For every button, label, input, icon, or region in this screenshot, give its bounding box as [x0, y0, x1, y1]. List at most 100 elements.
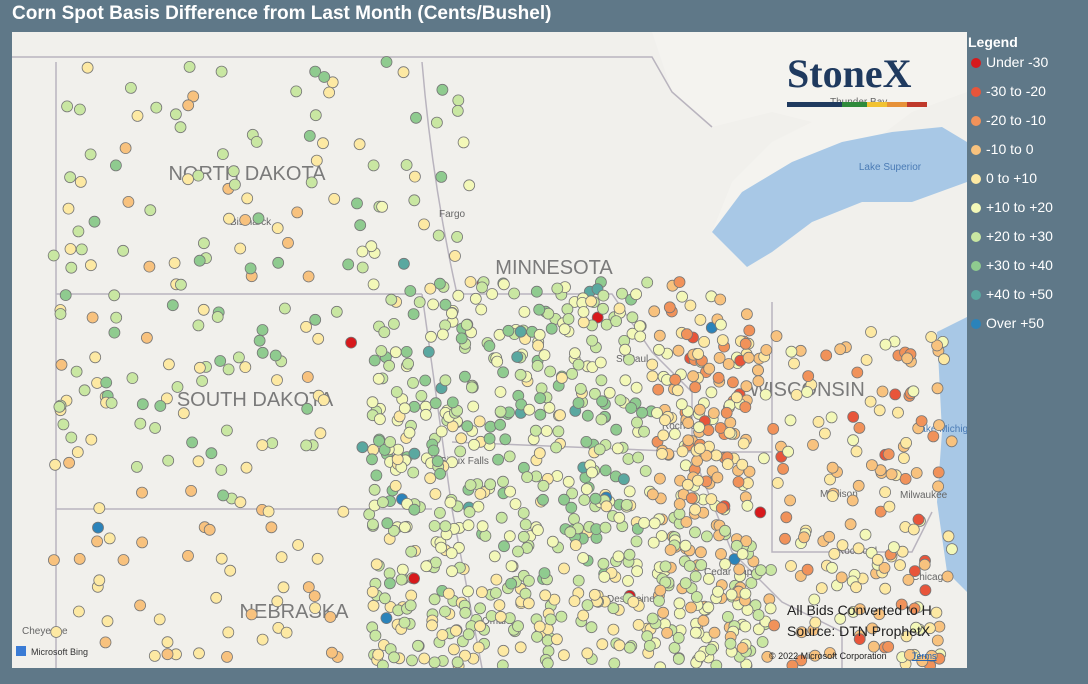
- bid-dot: [565, 501, 578, 514]
- bid-dot: [177, 407, 190, 420]
- bid-dot: [256, 346, 269, 359]
- legend-item: Over +50: [968, 315, 1053, 344]
- bid-dot: [408, 170, 421, 183]
- bid-dot: [784, 414, 797, 427]
- bid-dot: [882, 640, 895, 653]
- bid-dot: [577, 552, 589, 564]
- bid-dot: [764, 602, 777, 615]
- bid-dot: [366, 453, 378, 466]
- bid-dot: [262, 505, 275, 518]
- bid-dot: [577, 306, 590, 318]
- bid-dot: [556, 371, 568, 384]
- bid-dot: [558, 649, 570, 662]
- bid-dot: [581, 599, 594, 611]
- bid-dot: [467, 400, 480, 413]
- bid-dot: [435, 541, 448, 554]
- bid-dot: [372, 648, 385, 661]
- bid-dot: [134, 599, 147, 612]
- bid-dot: [739, 620, 752, 633]
- bid-dot: [643, 640, 656, 652]
- bid-dot: [499, 433, 512, 446]
- bid-dot: [469, 292, 482, 305]
- bid-dot: [689, 526, 701, 539]
- bid-dot: [473, 415, 486, 428]
- bid-dot: [543, 401, 556, 414]
- bid-dot: [305, 176, 318, 189]
- bid-dot: [809, 649, 821, 662]
- title: Corn Spot Basis Difference from Last Mon…: [12, 3, 552, 24]
- bid-dot: [646, 370, 659, 383]
- bid-dot: [690, 591, 703, 603]
- bid-dot: [459, 606, 472, 619]
- bid-dot: [720, 406, 733, 419]
- bid-dot: [752, 609, 765, 621]
- bid-dot: [425, 330, 437, 343]
- bid-dot: [653, 329, 666, 342]
- bid-dot: [610, 315, 622, 328]
- bid-dot: [317, 394, 330, 407]
- bid-dot: [424, 282, 437, 295]
- bid-dot: [366, 396, 379, 409]
- bid-dot: [904, 649, 916, 661]
- bid-dot: [743, 465, 756, 478]
- bid-dot: [492, 453, 505, 466]
- bid-dot: [389, 346, 402, 359]
- bid-dot: [367, 278, 380, 291]
- bid-dot: [555, 610, 568, 623]
- legend-item: Under -30: [968, 54, 1053, 83]
- legend-swatch: [971, 232, 981, 242]
- bid-dot: [736, 642, 749, 654]
- bid-dot: [161, 648, 174, 661]
- bid-dot: [784, 494, 796, 507]
- bid-dot: [676, 445, 689, 458]
- bid-dot: [505, 560, 518, 572]
- map: NORTH DAKOTA MINNESOTA SOUTH DAKOTA WISC…: [12, 32, 967, 668]
- bid-dot: [648, 305, 661, 318]
- bid-dot: [785, 560, 797, 572]
- bid-dot: [703, 573, 715, 585]
- bid-dot: [561, 303, 574, 316]
- bid-dot: [824, 473, 836, 486]
- bid-dot: [544, 613, 557, 626]
- bid-dot: [390, 386, 403, 398]
- bid-dot: [594, 356, 607, 369]
- legend-swatch: [971, 87, 981, 97]
- bid-dot: [596, 638, 609, 651]
- bid-dot: [144, 204, 157, 217]
- bid-dot: [888, 541, 900, 553]
- bid-dot: [707, 407, 720, 420]
- bid-dot: [408, 194, 421, 207]
- bid-dot: [131, 460, 143, 473]
- bid-dot: [685, 492, 698, 505]
- bid-dot: [419, 408, 432, 421]
- bid-dot: [885, 468, 898, 481]
- bid-dot: [479, 529, 492, 542]
- bid-dot: [654, 584, 667, 597]
- bid-dot: [589, 387, 601, 400]
- terms-link[interactable]: Terms: [912, 651, 937, 661]
- bid-dot: [531, 630, 543, 643]
- bid-dot: [377, 659, 389, 668]
- bid-dot: [619, 343, 631, 356]
- bid-dot: [122, 195, 135, 208]
- bid-dot: [932, 466, 945, 479]
- bid-dot: [162, 454, 175, 467]
- bid-dot: [508, 287, 521, 300]
- bid-dot: [544, 365, 556, 378]
- bid-dot: [580, 483, 593, 496]
- bid-dot: [311, 552, 324, 565]
- bid-dot: [351, 197, 363, 210]
- bid-dot: [86, 311, 99, 324]
- bid-dot: [166, 299, 179, 312]
- bid-dot: [375, 345, 388, 357]
- bid-dot: [613, 511, 626, 524]
- bid-dot: [462, 585, 474, 598]
- bid-dot: [598, 571, 611, 583]
- bid-dot: [186, 436, 199, 449]
- bid-dot: [585, 621, 598, 634]
- bid-dot: [668, 642, 681, 654]
- bid-dot: [275, 551, 288, 563]
- bid-dot: [136, 398, 149, 411]
- bid-dot: [684, 299, 697, 312]
- bid-dot: [695, 546, 707, 559]
